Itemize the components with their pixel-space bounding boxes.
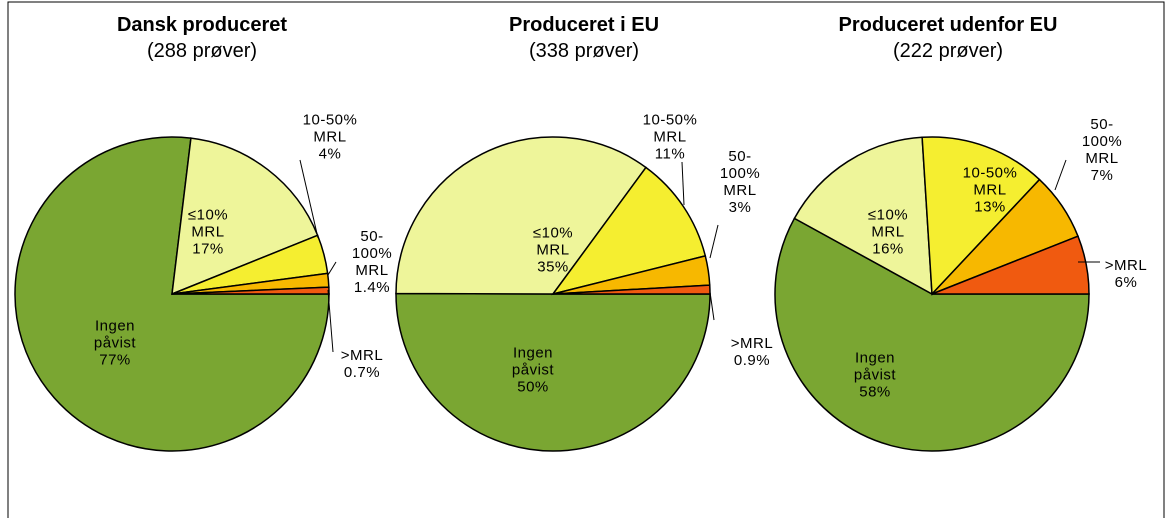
leader-line bbox=[327, 289, 334, 353]
category-label: ≤10% MRL bbox=[532, 224, 574, 259]
slice-label: >MRL 0.7% bbox=[341, 347, 383, 381]
slice-label: 10-50% MRL 11% bbox=[643, 112, 698, 163]
pie-slice bbox=[395, 292, 711, 452]
pie-slice bbox=[921, 136, 1041, 296]
category-label: ≤10% MRL bbox=[867, 206, 909, 241]
category-label: 10-50% MRL bbox=[642, 111, 698, 146]
slice-label: ≤10% MRL 16% bbox=[868, 207, 908, 258]
value-label: 1.4% bbox=[353, 279, 391, 296]
slice-label: 50- 100% MRL 7% bbox=[1082, 116, 1122, 184]
pie-subtitle: (338 prøver) bbox=[528, 40, 640, 62]
category-label: >MRL bbox=[730, 335, 774, 352]
value-label: 0.7% bbox=[343, 364, 381, 381]
slice-label: 10-50% MRL 4% bbox=[303, 112, 358, 163]
leader-line bbox=[299, 159, 319, 239]
pie-slice bbox=[793, 136, 933, 296]
value-label: 6% bbox=[1114, 274, 1138, 291]
slice-label: 50- 100% MRL 3% bbox=[720, 148, 760, 216]
slice-label: Ingen påvist 77% bbox=[94, 318, 136, 369]
category-label: 50- 100% MRL bbox=[1081, 116, 1123, 167]
category-label: Ingen påvist bbox=[853, 349, 897, 384]
category-label: 50- 100% MRL bbox=[719, 148, 761, 199]
value-label: 0.9% bbox=[733, 352, 771, 369]
pie-subtitle: (222 prøver) bbox=[892, 40, 1004, 62]
leader-line bbox=[327, 261, 337, 276]
leader-line bbox=[681, 161, 685, 206]
frame bbox=[7, 1, 1165, 518]
pie-subtitle: (288 prøver) bbox=[146, 40, 258, 62]
pie-slice bbox=[395, 136, 648, 295]
category-label: ≤10% MRL bbox=[187, 206, 229, 241]
slice-label: 50- 100% MRL 1.4% bbox=[352, 228, 392, 296]
value-label: 3% bbox=[728, 199, 752, 216]
pie-slice bbox=[774, 217, 1090, 452]
value-label: 7% bbox=[1090, 167, 1114, 184]
leader-line bbox=[1054, 159, 1067, 191]
slice-label: Ingen påvist 58% bbox=[854, 350, 896, 401]
leader-line bbox=[709, 224, 719, 259]
value-label: 16% bbox=[872, 240, 904, 258]
slice-label: >MRL 0.9% bbox=[731, 335, 773, 369]
value-label: 13% bbox=[974, 198, 1006, 216]
value-label: 35% bbox=[537, 258, 569, 276]
pie-title: Produceret udenfor EU bbox=[838, 14, 1058, 36]
value-label: 11% bbox=[654, 145, 686, 163]
pie-slice bbox=[551, 166, 707, 296]
value-label: 17% bbox=[192, 240, 224, 258]
pie-title: Dansk produceret bbox=[116, 14, 288, 36]
pie-slice bbox=[14, 136, 330, 452]
slice-label: ≤10% MRL 17% bbox=[188, 207, 228, 258]
category-label: 10-50% MRL bbox=[962, 164, 1018, 199]
slice-label: 10-50% MRL 13% bbox=[963, 165, 1018, 216]
slice-label: Ingen påvist 50% bbox=[512, 345, 554, 396]
slice-label: ≤10% MRL 35% bbox=[533, 225, 573, 276]
value-label: 77% bbox=[99, 351, 131, 369]
pie-slice bbox=[171, 286, 330, 295]
pie-slice bbox=[931, 235, 1090, 295]
value-label: 58% bbox=[859, 383, 891, 401]
category-label: 10-50% MRL bbox=[302, 111, 358, 146]
category-label: >MRL bbox=[1104, 257, 1148, 274]
category-label: Ingen påvist bbox=[511, 344, 555, 379]
value-label: 50% bbox=[517, 378, 549, 396]
category-label: 50- 100% MRL bbox=[351, 228, 393, 279]
category-label: >MRL bbox=[340, 347, 384, 364]
slice-label: >MRL 6% bbox=[1105, 257, 1147, 291]
category-label: Ingen påvist bbox=[93, 317, 137, 352]
value-label: 4% bbox=[318, 145, 342, 163]
pie-title: Produceret i EU bbox=[508, 14, 660, 36]
pie-slice bbox=[171, 137, 319, 296]
leader-line bbox=[709, 291, 715, 321]
